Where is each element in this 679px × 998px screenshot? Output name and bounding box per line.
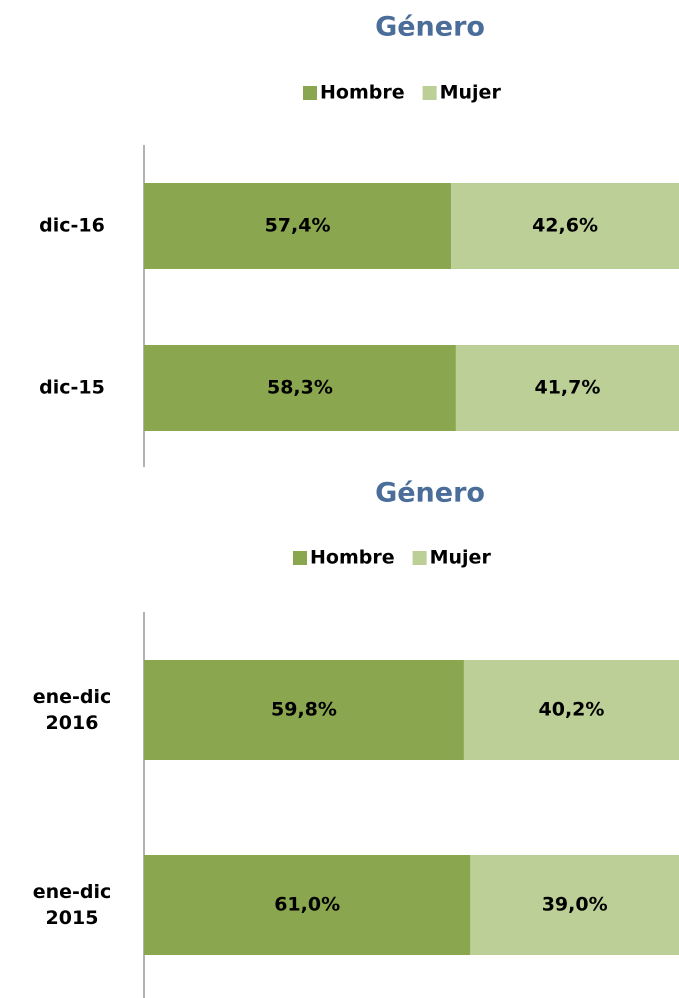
bar-segment — [451, 183, 679, 269]
legend-swatch — [412, 551, 427, 565]
data-label: 39,0% — [542, 894, 608, 916]
data-label: 41,7% — [534, 377, 600, 399]
legend-label: Hombre — [320, 82, 405, 104]
legend-label: Mujer — [440, 82, 502, 104]
bar-segment — [470, 855, 679, 955]
data-label: 57,4% — [265, 215, 331, 237]
data-label: 42,6% — [532, 215, 598, 237]
bar-segment — [144, 660, 464, 760]
data-label: 61,0% — [274, 894, 340, 916]
category-label: ene-dic 2016 — [33, 686, 112, 734]
data-label: 59,8% — [271, 699, 337, 721]
chart-title: Género — [375, 12, 485, 43]
bar-segment — [455, 345, 679, 431]
legend-swatch — [422, 86, 437, 100]
data-label: 40,2% — [539, 699, 605, 721]
data-label: 58,3% — [267, 377, 333, 399]
legend-swatch — [303, 86, 317, 100]
category-label: dic-15 — [39, 377, 105, 399]
category-label: ene-dic 2015 — [33, 881, 112, 929]
legend-label: Hombre — [310, 547, 395, 569]
bar-segment — [144, 183, 452, 269]
legend-swatch — [293, 551, 307, 565]
bar-segment — [144, 855, 471, 955]
category-label: dic-16 — [39, 215, 105, 237]
bar-segment — [144, 345, 456, 431]
legend-label: Mujer — [430, 547, 492, 569]
bar-segment — [463, 660, 679, 760]
chart-title: Género — [375, 478, 485, 509]
